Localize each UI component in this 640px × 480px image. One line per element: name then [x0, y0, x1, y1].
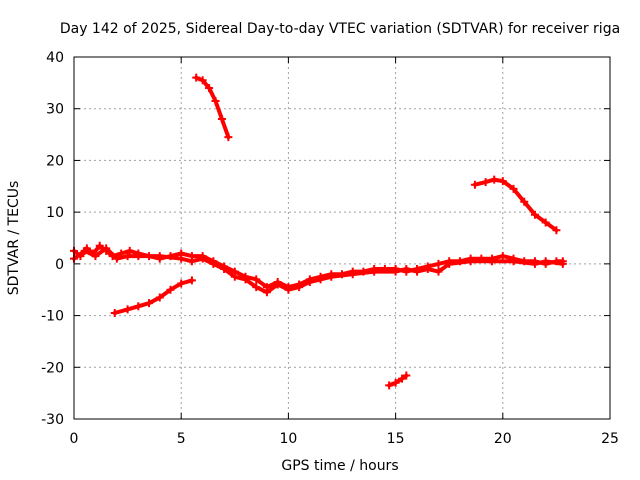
- data-point: [434, 267, 443, 276]
- data-point: [316, 275, 325, 284]
- data-point: [110, 308, 119, 317]
- data-point: [509, 257, 518, 266]
- data-point: [187, 276, 196, 285]
- data-point: [220, 265, 229, 274]
- data-point: [370, 267, 379, 276]
- x-tick-label: 10: [279, 431, 297, 447]
- y-tick-label: 30: [46, 102, 64, 118]
- data-point: [177, 279, 186, 288]
- data-point: [134, 252, 143, 261]
- data-point: [413, 267, 422, 276]
- data-point: [145, 299, 154, 308]
- x-tick-label: 0: [70, 431, 79, 447]
- y-tick-label: -10: [41, 309, 64, 325]
- data-point: [217, 115, 226, 124]
- data-point: [530, 210, 539, 219]
- data-point: [80, 246, 89, 255]
- data-point: [205, 84, 214, 93]
- data-point: [490, 175, 499, 184]
- x-tick-label: 25: [601, 431, 619, 447]
- data-point: [91, 252, 100, 261]
- data-point: [385, 381, 394, 390]
- data-point: [102, 244, 111, 253]
- data-point: [520, 197, 529, 206]
- tick-labels: 0 5 10 15 20 25 -30 -20 -10 0 10 20 30 40: [41, 50, 619, 447]
- y-tick-label: 0: [55, 257, 64, 273]
- data-point: [209, 259, 218, 268]
- y-tick-label: 40: [46, 50, 64, 66]
- data-point: [434, 259, 443, 268]
- x-tick-label: 20: [494, 431, 512, 447]
- data-point: [423, 265, 432, 274]
- data-point: [295, 283, 304, 292]
- data-point: [327, 272, 336, 281]
- data-point: [273, 280, 282, 289]
- data-point: [445, 259, 454, 268]
- data-point: [348, 270, 357, 279]
- data-point: [466, 257, 475, 266]
- y-axis-label: SDTVAR / TECUs: [6, 181, 22, 296]
- data-point: [123, 305, 132, 314]
- data-point: [192, 73, 201, 82]
- data-point: [284, 285, 293, 294]
- data-point: [177, 254, 186, 263]
- data-point: [488, 257, 497, 266]
- data-point: [125, 246, 134, 255]
- data-point: [552, 226, 561, 235]
- y-tick-label: -30: [41, 412, 64, 428]
- x-axis-label: GPS time / hours: [281, 458, 398, 474]
- data-point: [509, 184, 518, 193]
- data-point: [498, 177, 507, 186]
- data-point: [241, 275, 250, 284]
- data-point: [541, 218, 550, 227]
- data-point: [198, 76, 207, 85]
- series-bottom-fragment: [387, 373, 409, 388]
- data-point: [95, 241, 104, 250]
- data-point: [541, 257, 550, 266]
- data-point: [252, 283, 261, 292]
- data-series: [70, 73, 567, 390]
- data-point: [134, 302, 143, 311]
- data-point: [252, 275, 261, 284]
- data-point: [166, 285, 175, 294]
- data-point: [391, 267, 400, 276]
- y-tick-label: 10: [46, 205, 64, 221]
- x-tick-label: 5: [177, 431, 186, 447]
- data-point: [123, 252, 132, 261]
- data-point: [305, 277, 314, 286]
- series-upper-left: [194, 75, 231, 140]
- y-tick-label: -20: [41, 360, 64, 376]
- data-point: [530, 259, 539, 268]
- data-point: [155, 293, 164, 302]
- data-point: [112, 254, 121, 263]
- series-main-b: [72, 246, 565, 295]
- data-point: [262, 288, 271, 297]
- data-point: [230, 272, 239, 281]
- data-point: [198, 254, 207, 263]
- data-point: [498, 252, 507, 261]
- data-point: [187, 257, 196, 266]
- grid-lines: [74, 57, 610, 419]
- axis-ticks: [73, 56, 611, 420]
- data-point: [211, 96, 220, 105]
- data-point: [558, 259, 567, 268]
- data-point: [224, 133, 233, 142]
- chart-title: Day 142 of 2025, Sidereal Day-to-day VTE…: [60, 21, 620, 37]
- data-point: [402, 265, 411, 274]
- data-point: [398, 374, 407, 383]
- data-point: [402, 371, 411, 380]
- x-tick-label: 15: [387, 431, 405, 447]
- data-point: [155, 252, 164, 261]
- plot-frame: [73, 56, 611, 420]
- data-point: [481, 178, 490, 187]
- data-point: [470, 180, 479, 189]
- data-point: [391, 378, 400, 387]
- y-tick-label: 20: [46, 153, 64, 169]
